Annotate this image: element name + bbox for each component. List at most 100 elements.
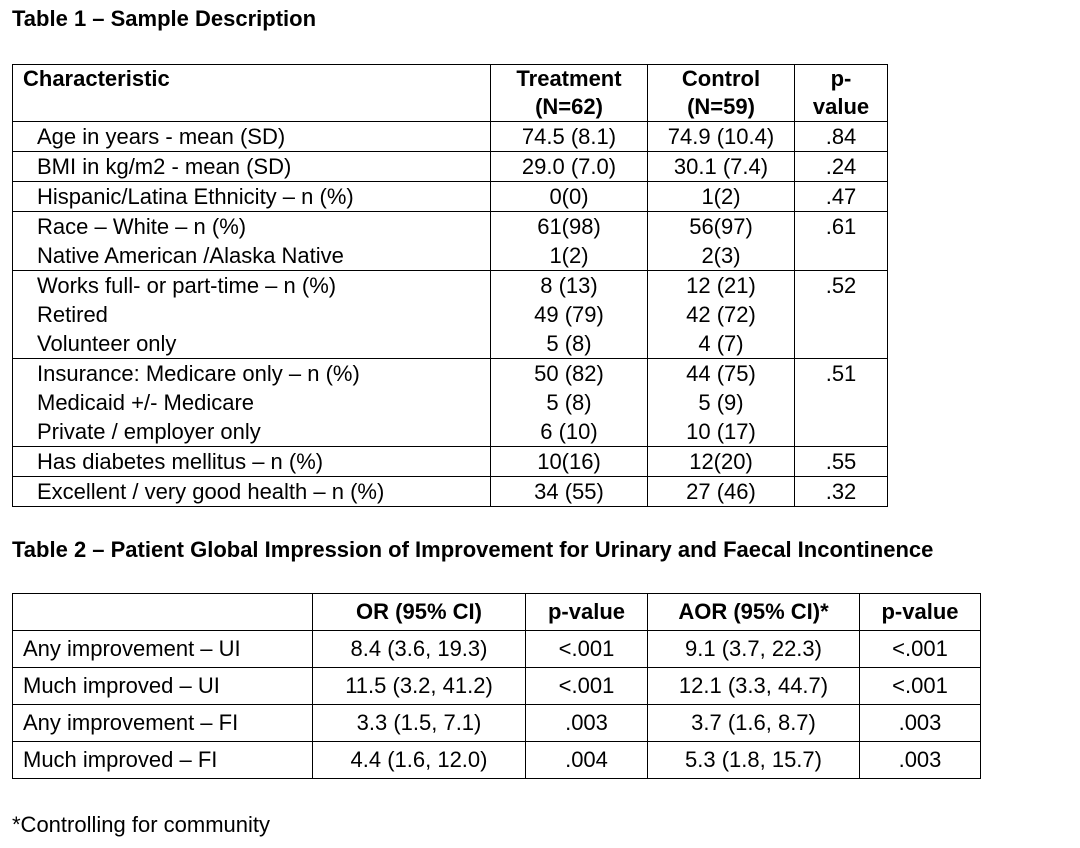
or-pvalue-cell: .003 [525,704,648,742]
characteristic-cell-line: Retired [37,302,108,327]
aor-pvalue-cell: .003 [859,704,981,742]
global-impression-table: OR (95% CI) p-value AOR (95% CI)* p-value A… [12,593,981,779]
treatment-cell: 61(98) 1(2) [490,211,648,271]
control-cell: 44 (75) 5 (9) 10 (17) [647,358,795,447]
characteristic-cell-line: Excellent / very good health – n (%) [37,479,385,504]
characteristic-cell-line: BMI in kg/m2 - mean (SD) [37,154,292,179]
characteristic-cell: Works full- or part-time – n (%) Retired V… [12,270,491,359]
control-cell-line: 44 (75) [686,361,756,386]
aor-pvalue-cell: <.001 [859,667,981,705]
pvalue-cell: .55 [794,446,888,477]
table1-body: Age in years - mean (SD) 74.5 (8.1) 74.9 (… [12,121,888,507]
treatment-cell-line: 5 (8) [546,390,592,415]
control-cell-line: 4 (7) [698,331,744,356]
control-header-n: (N=59) [687,94,755,119]
control-cell: 56(97) 2(3) [647,211,795,271]
table-row: Any improvement – FI 3.3 (1.5, 7.1) .003 3.… [12,704,981,742]
table-row: Has diabetes mellitus – n (%) 10(16) 12(20… [12,446,888,477]
characteristic-cell-line: Age in years - mean (SD) [37,124,286,149]
pvalue-cell: .52 [794,270,888,359]
table-row: Much improved – UI 11.5 (3.2, 41.2) <.001 1… [12,667,981,705]
control-header-label: Control [681,66,761,91]
treatment-cell: 74.5 (8.1) [490,121,648,152]
pvalue-header-line1: p- [830,66,852,91]
characteristic-cell: BMI in kg/m2 - mean (SD) [12,151,491,182]
table-row: Much improved – FI 4.4 (1.6, 12.0) .004 5.3… [12,741,981,779]
pvalue-cell: .51 [794,358,888,447]
characteristic-cell: Has diabetes mellitus – n (%) [12,446,491,477]
control-cell: 1(2) [647,181,795,212]
control-cell-line: 12(20) [689,449,753,474]
aor-pvalue-header: p-value [859,593,981,631]
aor-cell: 5.3 (1.8, 15.7) [647,741,860,779]
control-cell: 30.1 (7.4) [647,151,795,182]
treatment-cell-line: 49 (79) [534,302,604,327]
control-cell: 12(20) [647,446,795,477]
treatment-cell-line: 8 (13) [540,273,598,298]
control-cell: 27 (46) [647,476,795,507]
table2-title: Table 2 – Patient Global Impression of I… [12,537,934,562]
table1-header-row: Characteristic Treatment (N=62) Control … [12,64,888,122]
treatment-cell: 10(16) [490,446,648,477]
control-cell-line: 5 (9) [698,390,744,415]
characteristic-cell-line: Has diabetes mellitus – n (%) [37,449,324,474]
table2-body: Any improvement – UI 8.4 (3.6, 19.3) <.001… [12,630,981,779]
treatment-header: Treatment (N=62) [490,64,648,122]
pvalue-cell: .61 [794,211,888,271]
pvalue-cell: .47 [794,181,888,212]
outcome-cell: Much improved – FI [12,741,313,779]
or-pvalue-header: p-value [525,593,648,631]
table-row: Race – White – n (%) Native American /Ala… [12,211,888,271]
treatment-cell-line: 50 (82) [534,361,604,386]
treatment-header-n: (N=62) [535,94,603,119]
treatment-cell-line: 61(98) [537,214,601,239]
aor-cell: 12.1 (3.3, 44.7) [647,667,860,705]
aor-cell: 9.1 (3.7, 22.3) [647,630,860,668]
characteristic-header: Characteristic [12,64,491,122]
characteristic-cell-line: Insurance: Medicare only – n (%) [37,361,360,386]
aor-header: AOR (95% CI)* [647,593,860,631]
aor-pvalue-cell: .003 [859,741,981,779]
treatment-cell-line: 34 (55) [534,479,604,504]
treatment-cell: 8 (13) 49 (79) 5 (8) [490,270,648,359]
or-cell: 4.4 (1.6, 12.0) [312,741,526,779]
treatment-cell: 29.0 (7.0) [490,151,648,182]
or-pvalue-cell: .004 [525,741,648,779]
treatment-cell: 50 (82) 5 (8) 6 (10) [490,358,648,447]
or-cell: 8.4 (3.6, 19.3) [312,630,526,668]
characteristic-cell: Age in years - mean (SD) [12,121,491,152]
table-row: BMI in kg/m2 - mean (SD) 29.0 (7.0) 30.1 (… [12,151,888,182]
treatment-cell: 0(0) [490,181,648,212]
characteristic-cell: Hispanic/Latina Ethnicity – n (%) [12,181,491,212]
characteristic-cell: Excellent / very good health – n (%) [12,476,491,507]
control-cell: 12 (21) 42 (72) 4 (7) [647,270,795,359]
control-cell-line: 1(2) [701,184,741,209]
characteristic-cell-line: Private / employer only [37,419,261,444]
treatment-cell-line: 1(2) [549,243,589,268]
control-cell-line: 30.1 (7.4) [673,154,769,179]
pvalue-cell: .24 [794,151,888,182]
table-row: Insurance: Medicare only – n (%) Medicaid… [12,358,888,447]
row-label-header [12,593,313,631]
outcome-cell: Much improved – UI [12,667,313,705]
or-cell: 11.5 (3.2, 41.2) [312,667,526,705]
or-header: OR (95% CI) [312,593,526,631]
footnote: *Controlling for community [12,812,270,837]
table-row: Excellent / very good health – n (%) 34 (… [12,476,888,507]
table2-header-row: OR (95% CI) p-value AOR (95% CI)* p-value [12,593,981,631]
control-header: Control (N=59) [647,64,795,122]
control-cell-line: 12 (21) [686,273,756,298]
table1-title: Table 1 – Sample Description [12,6,317,31]
control-cell-line: 42 (72) [686,302,756,327]
control-cell-line: 74.9 (10.4) [667,124,775,149]
table-row: Hispanic/Latina Ethnicity – n (%) 0(0) 1(2… [12,181,888,212]
aor-pvalue-cell: <.001 [859,630,981,668]
or-pvalue-cell: <.001 [525,630,648,668]
treatment-cell-line: 6 (10) [540,419,598,444]
pvalue-header: p- value [794,64,888,122]
outcome-cell: Any improvement – FI [12,704,313,742]
aor-cell: 3.7 (1.6, 8.7) [647,704,860,742]
or-pvalue-cell: <.001 [525,667,648,705]
treatment-cell-line: 74.5 (8.1) [521,124,617,149]
control-cell-line: 56(97) [689,214,753,239]
